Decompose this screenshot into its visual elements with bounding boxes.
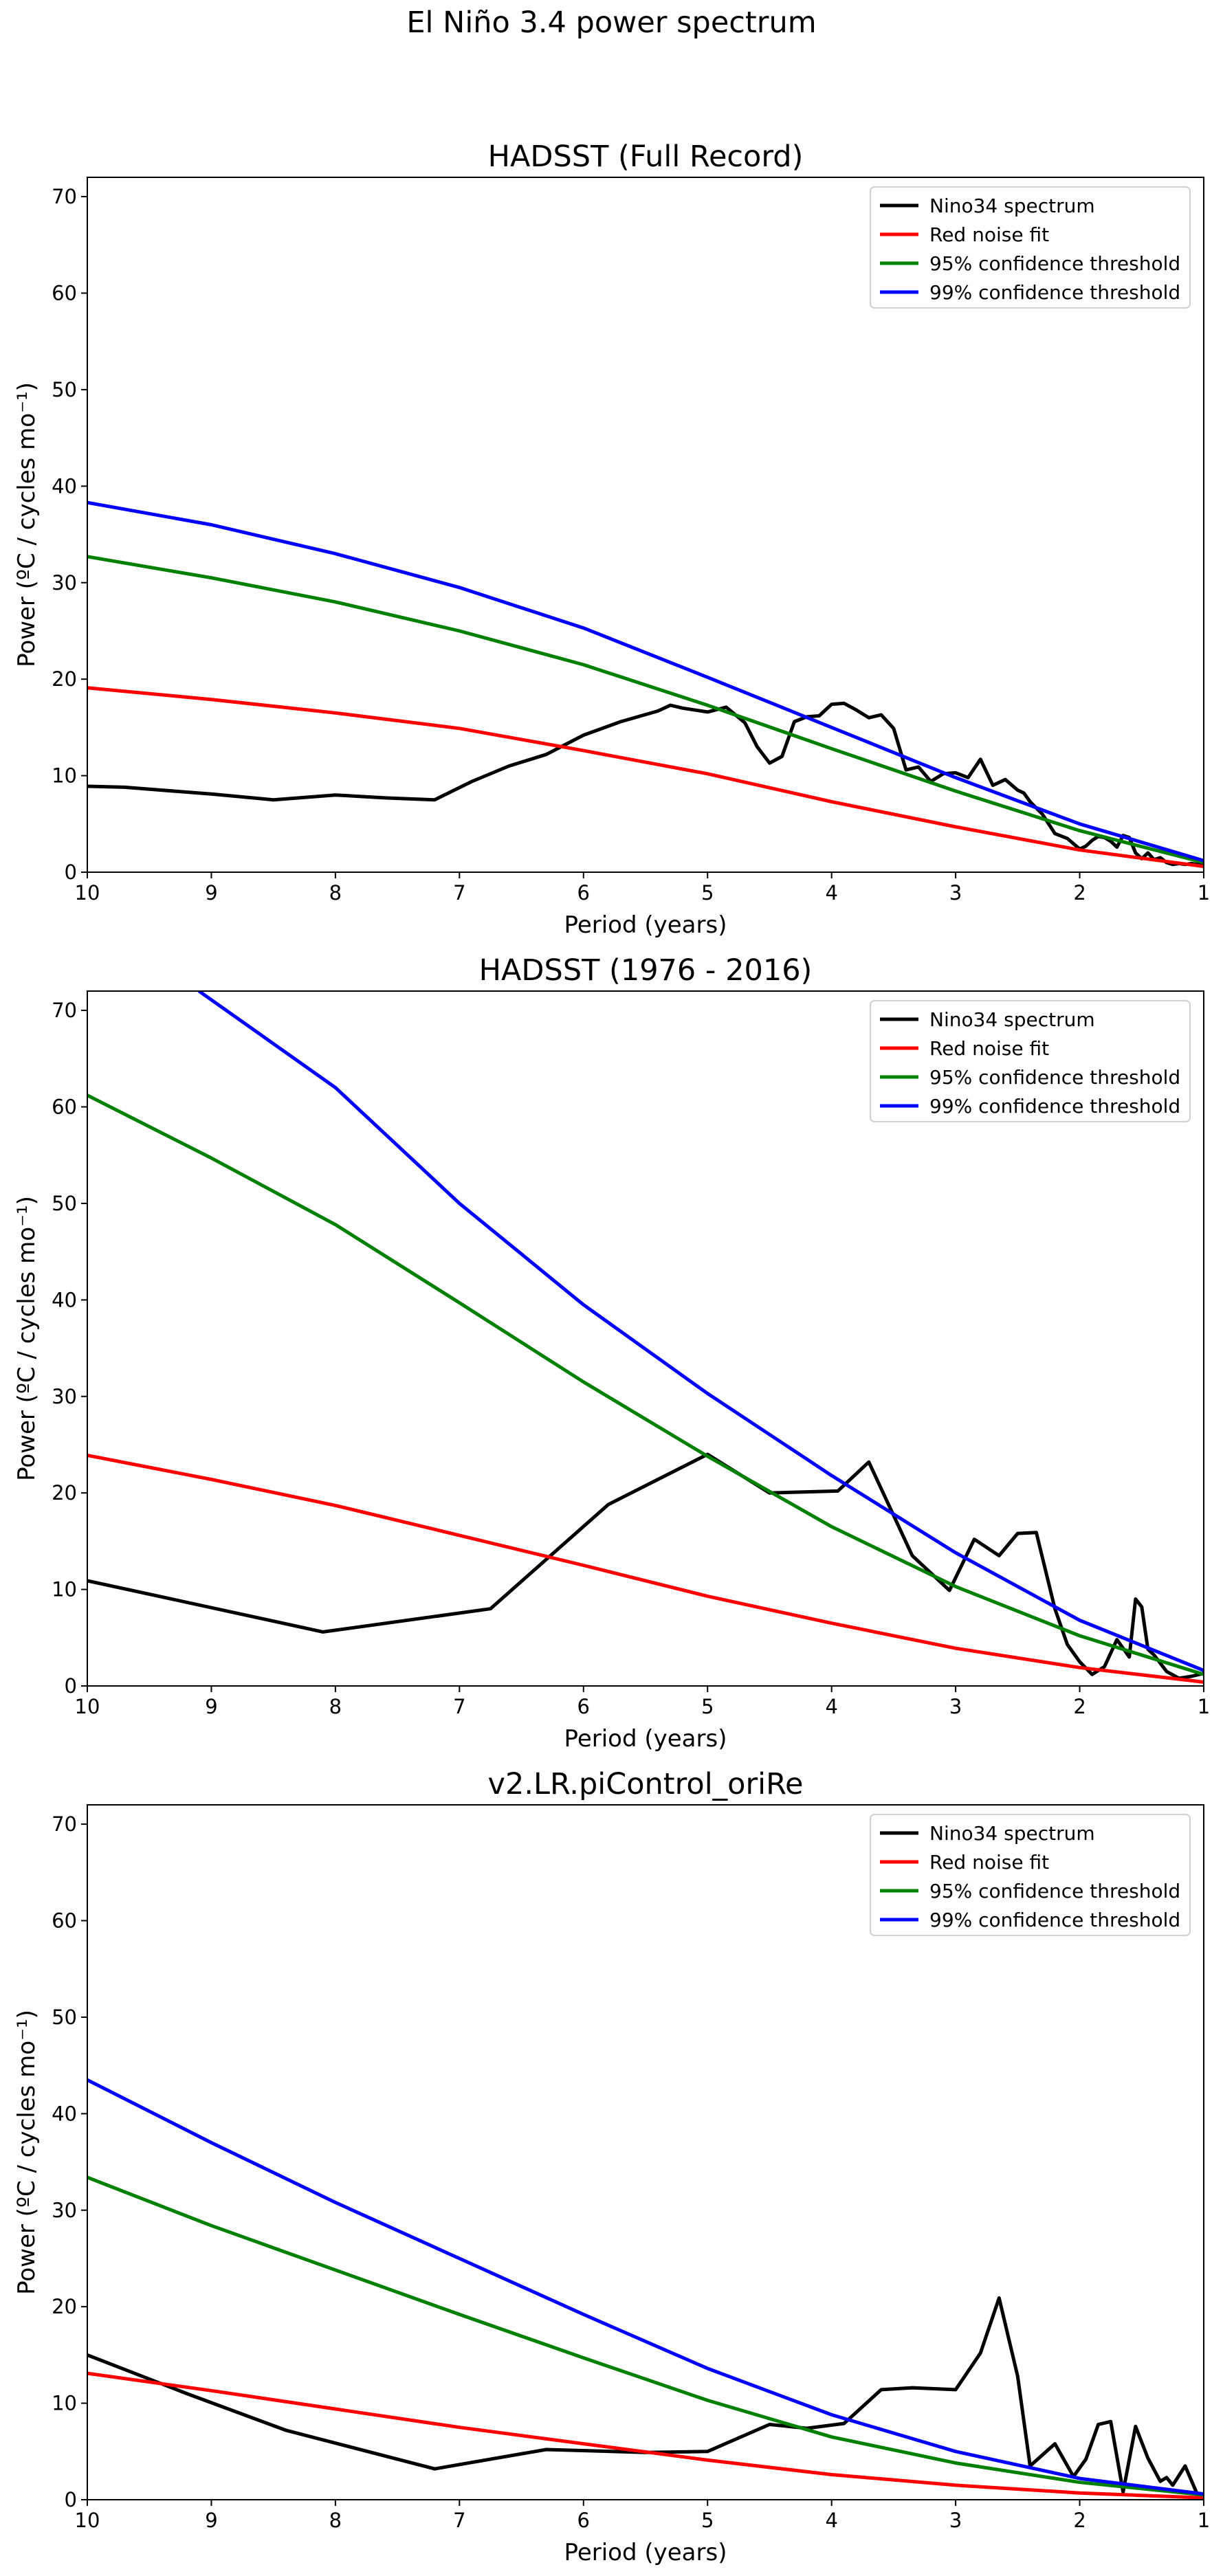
legend-box xyxy=(870,1000,1191,1122)
y-tick-label: 30 xyxy=(52,2199,77,2222)
x-tick-label: 1 xyxy=(1198,2509,1210,2532)
y-tick-label: 0 xyxy=(65,2488,77,2511)
plot-frame xyxy=(87,177,1204,873)
series-line-red-noise-fit xyxy=(87,2371,1204,2500)
figure-title: El Niño 3.4 power spectrum xyxy=(406,5,817,40)
chart-panel-3: 10 9 8 7 6 5 4 3 2 1010203040506070v2.LR.piContro… xyxy=(13,1767,1210,2566)
series-line-nino34-spectrum xyxy=(87,701,1204,867)
x-tick-label: 7 xyxy=(453,2509,465,2532)
legend-box xyxy=(870,1814,1191,1936)
y-tick-label: 60 xyxy=(52,1909,77,1933)
x-tick-label: 9 xyxy=(205,881,217,904)
x-tick-label: 10 xyxy=(75,881,100,904)
y-tick-label: 20 xyxy=(52,1481,77,1504)
legend-label-red-noise-fit: Red noise fit xyxy=(929,1037,1049,1060)
x-tick-label: 2 xyxy=(1073,1695,1086,1718)
legend-label-red-noise-fit: Red noise fit xyxy=(929,223,1049,246)
x-tick-label: 3 xyxy=(949,2509,962,2532)
y-tick-label: 10 xyxy=(52,2392,77,2415)
legend-label-99-confidence-threshold: 99% confidence threshold xyxy=(929,281,1180,304)
y-tick-label: 0 xyxy=(65,1674,77,1698)
legend-label-95-confidence-threshold: 95% confidence threshold xyxy=(929,1066,1180,1089)
legend-label-95-confidence-threshold: 95% confidence threshold xyxy=(929,1880,1180,1902)
panel-title: HADSST (Full Record) xyxy=(488,140,804,174)
x-tick-label: 7 xyxy=(453,1695,465,1718)
y-tick-label: 70 xyxy=(52,1812,77,1836)
x-tick-label: 5 xyxy=(701,881,714,904)
x-tick-label: 5 xyxy=(701,1695,714,1718)
x-tick-label: 2 xyxy=(1073,881,1086,904)
x-tick-label: 4 xyxy=(825,881,837,904)
x-tick-label: 6 xyxy=(577,881,590,904)
x-tick-label: 5 xyxy=(701,2509,714,2532)
plot-frame xyxy=(87,990,1204,1687)
legend-label-nino34-spectrum: Nino34 spectrum xyxy=(929,195,1095,217)
panel-title: v2.LR.piControl_oriRe xyxy=(488,1767,804,1801)
x-tick-label: 3 xyxy=(949,1695,962,1718)
y-tick-label: 20 xyxy=(52,667,77,691)
x-tick-label: 4 xyxy=(825,1695,837,1718)
y-axis-label: Power (ºC / cycles mo⁻¹) xyxy=(13,382,41,667)
legend-label-nino34-spectrum: Nino34 spectrum xyxy=(929,1008,1095,1031)
series-line-99-confidence-threshold xyxy=(87,2078,1204,2496)
plot-frame xyxy=(87,1804,1204,2500)
x-tick-label: 3 xyxy=(949,881,962,904)
y-axis-label: Power (ºC / cycles mo⁻¹) xyxy=(13,1196,41,1481)
y-tick-label: 50 xyxy=(52,1192,77,1215)
y-axis-label: Power (ºC / cycles mo⁻¹) xyxy=(13,2010,41,2295)
legend-label-red-noise-fit: Red noise fit xyxy=(929,1851,1049,1874)
x-axis-label: Period (years) xyxy=(564,2539,727,2566)
x-tick-label: 2 xyxy=(1073,2509,1086,2532)
x-tick-label: 10 xyxy=(75,2509,100,2532)
x-tick-label: 1 xyxy=(1198,1695,1210,1718)
x-tick-label: 4 xyxy=(825,2509,837,2532)
x-axis-label: Period (years) xyxy=(564,1725,727,1753)
y-tick-label: 10 xyxy=(52,1578,77,1601)
x-tick-label: 8 xyxy=(329,1695,342,1718)
panel-title: HADSST (1976 - 2016) xyxy=(479,953,813,988)
y-tick-label: 60 xyxy=(52,282,77,305)
series-line-99-confidence-threshold xyxy=(197,991,1204,1672)
y-tick-label: 70 xyxy=(52,185,77,208)
series-line-95-confidence-threshold xyxy=(87,555,1204,865)
y-tick-label: 40 xyxy=(52,2102,77,2125)
legend-box xyxy=(870,186,1191,309)
legend: Nino34 spectrum Red noise fit 95% confiden… xyxy=(870,1814,1191,1936)
x-tick-label: 10 xyxy=(75,1695,100,1718)
y-tick-label: 30 xyxy=(52,1385,77,1408)
y-tick-label: 70 xyxy=(52,999,77,1022)
y-tick-label: 50 xyxy=(52,2006,77,2029)
y-tick-label: 10 xyxy=(52,764,77,788)
y-tick-label: 40 xyxy=(52,474,77,498)
series-line-red-noise-fit xyxy=(87,1453,1204,1684)
x-tick-label: 9 xyxy=(205,1695,217,1718)
x-tick-label: 1 xyxy=(1198,881,1210,904)
series-line-99-confidence-threshold xyxy=(87,500,1204,863)
x-tick-label: 6 xyxy=(577,1695,590,1718)
x-tick-label: 9 xyxy=(205,2509,217,2532)
y-tick-label: 20 xyxy=(52,2295,77,2318)
x-tick-label: 7 xyxy=(453,881,465,904)
y-tick-label: 0 xyxy=(65,860,77,884)
series-line-95-confidence-threshold xyxy=(87,1093,1204,1676)
y-tick-label: 50 xyxy=(52,378,77,401)
y-tick-label: 60 xyxy=(52,1096,77,1119)
y-tick-label: 30 xyxy=(52,571,77,595)
legend-label-99-confidence-threshold: 99% confidence threshold xyxy=(929,1095,1180,1118)
legend-label-nino34-spectrum: Nino34 spectrum xyxy=(929,1822,1095,1845)
legend: Nino34 spectrum Red noise fit 95% confiden… xyxy=(870,1000,1191,1122)
legend-label-99-confidence-threshold: 99% confidence threshold xyxy=(929,1909,1180,1931)
series-line-95-confidence-threshold xyxy=(87,2175,1204,2497)
x-axis-label: Period (years) xyxy=(564,911,727,939)
x-tick-label: 6 xyxy=(577,2509,590,2532)
x-tick-label: 8 xyxy=(329,2509,342,2532)
legend: Nino34 spectrum Red noise fit 95% confiden… xyxy=(870,186,1191,309)
x-tick-label: 8 xyxy=(329,881,342,904)
series-line-red-noise-fit xyxy=(87,686,1204,869)
y-tick-label: 40 xyxy=(52,1288,77,1311)
legend-label-95-confidence-threshold: 95% confidence threshold xyxy=(929,252,1180,275)
